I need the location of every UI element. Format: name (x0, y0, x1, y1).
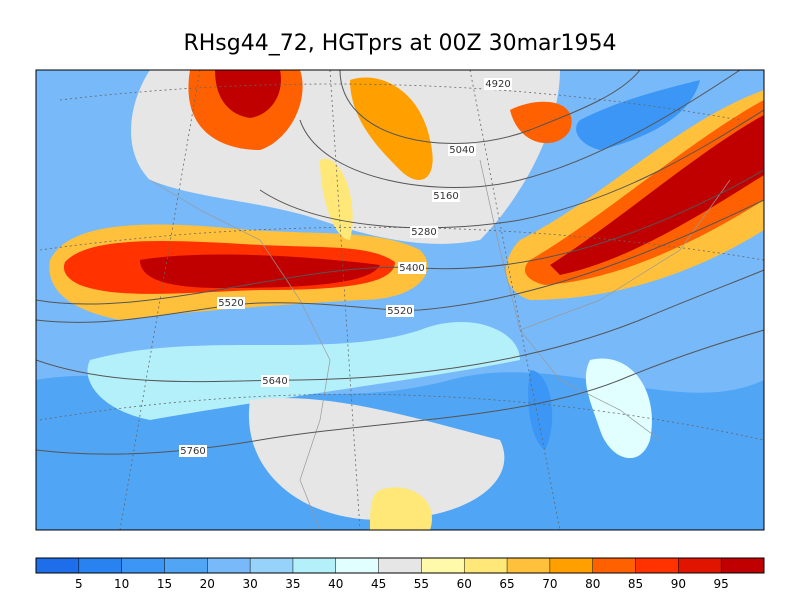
colorbar-label: 20 (200, 577, 215, 591)
map-frame (35, 69, 765, 531)
colorbar-label: 40 (328, 577, 343, 591)
colorbar-label: 80 (585, 577, 600, 591)
contour-label-bg (410, 226, 438, 238)
colorbar-swatch (549, 558, 594, 573)
contour-label: 5040 (449, 145, 474, 156)
contour-label: 5520 (387, 306, 412, 317)
colorbar-label: 15 (157, 577, 172, 591)
contour-label-bg (217, 297, 245, 309)
contour-label-bg (261, 375, 289, 387)
colorbar-label: 10 (114, 577, 129, 591)
contour-label-bg (484, 78, 512, 90)
contour-label-bg (448, 144, 476, 156)
colorbar-label: 35 (285, 577, 300, 591)
colorbar-swatch (121, 558, 165, 573)
colorbar-label: 60 (457, 577, 472, 591)
colorbar-swatch (592, 558, 637, 573)
colorbar-label: 70 (542, 577, 557, 591)
colorbar-label: 55 (414, 577, 429, 591)
contour-label-bg (432, 190, 460, 202)
contour-label: 5760 (180, 446, 205, 457)
contour-label: 5280 (411, 227, 436, 238)
contour-label-bg (386, 305, 414, 317)
contour-label: 4920 (485, 79, 510, 90)
map-field (36, 70, 764, 530)
colorbar-label: 95 (714, 577, 729, 591)
colorbar-label: 90 (671, 577, 686, 591)
contour-label: 5520 (218, 298, 243, 309)
colorbar-swatch (678, 558, 722, 573)
colorbar-swatch (36, 558, 80, 573)
colorbar-swatch (164, 558, 208, 573)
contour-label: 5640 (262, 376, 287, 387)
title: RHsg44_72, HGTprs at 00Z 30mar1954 (183, 31, 616, 56)
colorbar-label: 30 (242, 577, 257, 591)
colorbar-swatch (507, 558, 551, 573)
contour-label: 5400 (399, 263, 424, 274)
colorbar-label: 65 (499, 577, 514, 591)
contour-labels: 4920 5040 5160 5280 5400 5520 5520 5640 5760 (179, 78, 512, 457)
colorbar-swatch (464, 558, 508, 573)
colorbar-swatch (250, 558, 294, 573)
colorbar-swatch (721, 558, 765, 573)
colorbar-label: 5 (75, 577, 83, 591)
colorbar-label: 85 (628, 577, 643, 591)
colorbar-frame (35, 557, 765, 574)
colorbar-label: 45 (371, 577, 386, 591)
colorbar-swatch (378, 558, 422, 573)
contour-label-bg (398, 262, 426, 274)
colorbar-swatch (207, 558, 251, 573)
colorbar-swatch (335, 558, 380, 573)
colorbar-swatch (78, 558, 123, 573)
colorbar-swatch (635, 558, 679, 573)
contour-label-bg (179, 445, 207, 457)
colorbar-swatch (292, 558, 337, 573)
colorbar-swatch (421, 558, 465, 573)
contour-label: 5160 (433, 191, 458, 202)
colorbar: 5 10 15 20 30 35 40 45 55 60 65 70 80 85 90 95 (35, 557, 765, 591)
